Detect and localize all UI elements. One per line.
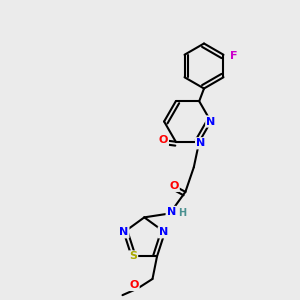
Text: O: O [129, 280, 139, 290]
Text: N: N [119, 227, 128, 237]
Text: N: N [159, 227, 168, 237]
Text: O: O [158, 135, 168, 145]
Text: O: O [169, 181, 179, 191]
Text: H: H [178, 208, 186, 218]
Text: N: N [167, 207, 176, 217]
Text: N: N [206, 116, 215, 127]
Text: F: F [230, 51, 238, 61]
Text: S: S [129, 251, 137, 261]
Text: N: N [196, 138, 205, 148]
